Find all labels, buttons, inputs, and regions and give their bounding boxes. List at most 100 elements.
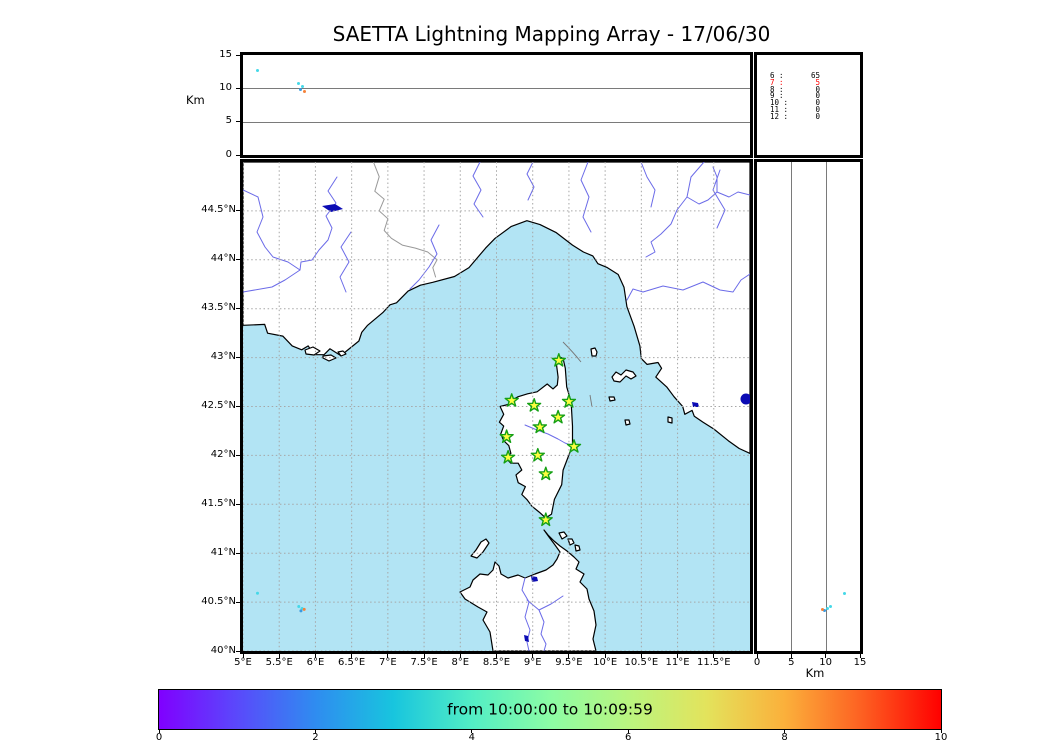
altitude-axis-label-bottom: Km [805,666,825,680]
longitude-tick-label: 8.5°E [482,657,511,668]
station-count-value: 0 [815,98,820,108]
longitude-tick-label: 11°E [665,657,690,668]
map-canvas [243,162,750,651]
lake-serre-poncon [322,204,343,212]
latitude-tick-mark [236,259,240,261]
lma-station-star [566,439,582,453]
altitude-latitude-panel [754,159,863,654]
station-count-value: 0 [815,104,820,114]
station-count-value: 65 [810,71,820,80]
station-count-value: 0 [815,111,820,121]
longitude-tick-label: 9°E [523,657,542,668]
station-count-id: 12 : [770,111,789,121]
station-count-value: 0 [815,84,820,94]
map-lightning-sources [255,591,306,613]
station-count-row: 12 : 0 [757,111,860,121]
latitude-tick-label: 42°N [210,448,236,460]
lma-station-star [550,409,566,424]
river-tirso-lower [538,609,547,651]
lake-omodeo [524,635,529,642]
longitude-tick-label: 11.5°E [696,657,731,668]
altitude-tick-label: 0 [225,148,232,160]
latitude-tick-label: 43°N [210,351,236,363]
altitude-tick-mark [236,54,240,56]
altitude-gridline [791,162,793,651]
colorbar-tick-label: 2 [312,732,319,743]
longitude-tick-mark [351,654,353,658]
lightning-source-dot [821,607,825,611]
latitude-tick-mark [236,503,240,505]
lma-station-star [538,466,553,481]
lma-station-star [551,353,566,367]
altitude-tick-mark [236,121,240,123]
latitude-tick-mark [236,601,240,603]
river-arno [626,273,750,301]
latitude-tick-mark [236,650,240,652]
longitude-tick-label: 6.5°E [338,657,366,668]
latitude-tick-label: 40°N [210,644,236,656]
lightning-source-dot [823,609,827,613]
altitude-tick-mark [236,154,240,156]
longitude-tick-mark [314,654,316,658]
giglio-island [667,416,673,424]
river-scrivia [526,162,535,201]
altitude-gridline [243,121,750,123]
station-count-id: 7 : [770,77,784,87]
station-count-id: 8 : [770,84,784,94]
station-stats-list: 6 : 65 7 : 5 8 : 0 9 : 0 10 : 0 11 : 0 12 : 0 [757,71,860,121]
longitude-tick-label: 9.5°E [555,657,583,668]
altitude-tick-label: 10 [819,657,833,668]
colorbar-tick-mark [471,729,473,733]
station-stats-panel [754,52,863,158]
river-var [409,224,440,290]
river-rhone-tributary [243,189,301,271]
time-colorbar: from 10:00:00 to 10:09:59 [158,689,942,730]
lma-station-star [500,449,516,464]
latitude-tick-label: 44°N [210,253,236,265]
lightning-source-dot [826,606,830,610]
river-trebbia [580,162,592,233]
lightning-source-dot [302,607,306,611]
altitude-tick-mark [756,654,758,658]
corsica-coast [498,356,574,519]
station-count-value: 5 [815,77,820,87]
station-count-id: 10 : [770,98,789,108]
lagoon-orbetello [692,402,699,407]
latitude-tick-mark [236,552,240,554]
colorbar-tick-label: 8 [781,732,788,743]
map-gridlines [243,162,750,651]
lightning-source-dot [302,89,306,93]
longitude-tick-mark [677,654,679,658]
latitude-tick-label: 44.5°N [201,204,236,216]
latitude-tick-mark [236,454,240,456]
river-magra [640,162,656,208]
longitude-tick-mark [242,654,244,658]
colorbar-tick-label: 10 [934,732,948,743]
lake-bolsena [740,393,750,405]
altitude-tick-label: 15 [853,657,867,668]
chart-title: SAETTA Lightning Mapping Array - 17/06/3… [332,22,771,46]
station-count-row: 6 : 65 [757,71,860,80]
lightning-source-dot [297,81,301,85]
river-upper-arno-branch [686,166,718,205]
station-count-id: 6 : [770,71,784,80]
latitude-tick-label: 41°N [210,546,236,558]
colorbar-tick-mark [940,729,942,733]
lma-station-star [499,429,514,443]
station-count-row: 10 : 0 [757,98,860,108]
river-durance [243,176,338,293]
lma-station-star [538,512,553,527]
river-coghinas-sardinia [521,577,531,651]
river-tiber-upper [712,169,726,229]
longitude-tick-mark [278,654,280,658]
river-serchio [645,162,705,258]
montecristo-island [624,419,631,426]
longitude-tick-mark [713,654,715,658]
longitude-tick-label: 10.5°E [624,657,659,668]
longitude-tick-label: 10°E [593,657,618,668]
france-italy-border [372,162,438,278]
lightning-source-dot [829,605,833,608]
station-count-id: 11 : [770,104,789,114]
station-count-row: 8 : 0 [757,84,860,94]
